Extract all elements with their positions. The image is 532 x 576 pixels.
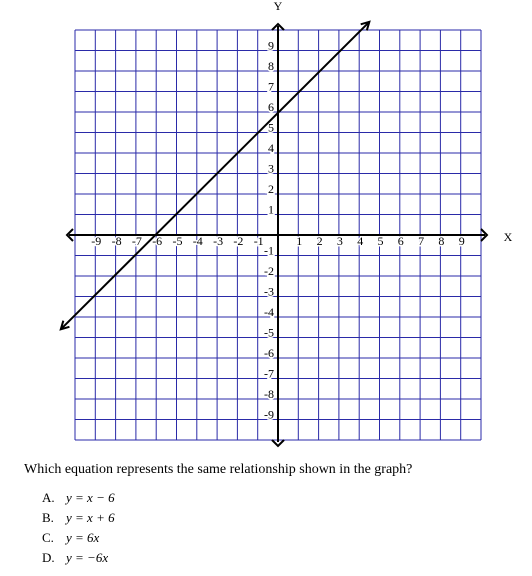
y-tick-label: 6 [268,100,274,114]
y-tick-label: 1 [268,202,274,216]
y-tick-label: 4 [268,141,274,155]
y-tick-label: -6 [264,346,274,360]
option: A. y = x − 6 [42,490,115,506]
x-tick-label: -3 [213,234,223,248]
y-tick-label: -3 [264,284,274,298]
x-tick-label: -7 [132,234,142,248]
y-tick-label: -7 [264,366,274,380]
x-tick-label: -8 [112,234,122,248]
option: B. y = x + 6 [42,510,115,526]
x-tick-label: 1 [296,234,302,248]
option: C. y = 6x [42,530,99,546]
arrowhead [480,228,489,242]
y-axis-label: Y [274,0,283,13]
x-tick-label: -4 [193,234,203,248]
chart: Y X -9 -8 -7 -6 -5 -4 -3 -2 -1 1 2 3 4 5 6 7 8 9-9-8-7-6-… [59,0,513,448]
x-tick-label: -1 [254,234,264,248]
x-tick-label: 7 [418,234,424,248]
option-text: y = x + 6 [66,510,115,525]
arrowhead [271,439,285,448]
x-tick-label: -5 [173,234,183,248]
x-tick-label: 8 [438,234,444,248]
option-text: y = −6x [66,550,109,565]
line [60,21,371,331]
y-tick-label: -4 [264,305,274,319]
arrowhead [271,22,285,31]
x-tick-label: 2 [317,234,323,248]
y-tick-label: -5 [264,325,274,339]
y-tick-label: 9 [268,38,274,52]
x-tick-label: 5 [378,234,384,248]
x-tick-label: 4 [357,234,363,248]
y-tick-label: -2 [264,264,274,278]
x-tick-label: -2 [233,234,243,248]
x-axis-label: X [504,230,513,244]
option-letter: D. [42,550,55,565]
y-tick-label: -1 [264,243,274,257]
line-arrowhead [59,320,70,331]
y-tick-label: -8 [264,387,274,401]
y-tick-label: 8 [268,59,274,73]
option-text: y = x − 6 [66,490,115,505]
x-tick-label: 3 [337,234,343,248]
option: D. y = −6x [42,550,108,566]
option-text: y = 6x [66,530,100,545]
option-letter: B. [42,510,54,525]
y-tick-label: 5 [268,120,274,134]
question: Which equation represents the same relat… [24,462,413,477]
y-tick-label: -9 [264,407,274,421]
option-letter: A. [42,490,55,505]
x-tick-label: 6 [398,234,404,248]
x-tick-label: -9 [91,234,101,248]
line-arrowhead [360,20,371,31]
y-tick-label: 7 [268,79,274,93]
x-tick-label: 9 [459,234,465,248]
option-letter: C. [42,530,54,545]
y-tick-label: 3 [268,161,274,175]
y-tick-label: 2 [268,182,274,196]
arrowhead [65,228,74,242]
